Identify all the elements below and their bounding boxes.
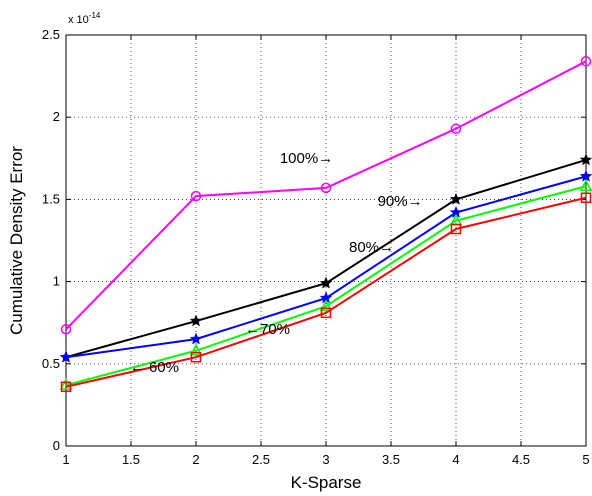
series-4 xyxy=(59,179,592,390)
data-point xyxy=(60,324,72,335)
x-tick-label: 2 xyxy=(192,452,199,467)
data-point xyxy=(579,179,592,191)
series-line xyxy=(65,185,587,387)
x-tick-label: 5 xyxy=(582,452,589,467)
y-tick-label: 1 xyxy=(53,274,60,289)
data-point xyxy=(580,192,592,204)
y-tick-label: 0 xyxy=(53,438,60,453)
series-3 xyxy=(59,169,592,363)
data-point xyxy=(319,276,333,289)
data-point xyxy=(60,381,72,393)
data-point xyxy=(580,56,592,67)
x-tick-label: 4.5 xyxy=(512,452,530,467)
data-point xyxy=(450,123,462,134)
line-annotation: 100%→ xyxy=(280,150,333,167)
y-tick-label: 1.5 xyxy=(42,191,60,206)
series-line xyxy=(65,60,587,330)
data-point xyxy=(579,153,592,166)
data-point xyxy=(449,192,463,205)
data-point xyxy=(579,169,592,182)
data-point xyxy=(450,223,462,235)
data-point xyxy=(320,307,332,319)
data-point xyxy=(190,190,202,202)
x-tick-label: 3.5 xyxy=(382,452,400,467)
y-tick-label: 2 xyxy=(53,109,60,124)
series-5 xyxy=(60,192,592,393)
line-annotation: 90%→ xyxy=(378,193,423,210)
data-point xyxy=(320,182,332,194)
data-point xyxy=(189,314,203,327)
annotations: 100%→ 90%→ 80%→ ←70% ← 60% xyxy=(130,150,423,376)
y-tick-label: 2.5 xyxy=(42,27,60,42)
x-tick-label: 1 xyxy=(62,452,69,467)
x-tick-label: 1.5 xyxy=(122,452,140,467)
data-point xyxy=(190,351,202,363)
data-point xyxy=(189,343,203,356)
data-point xyxy=(319,299,333,312)
series-line xyxy=(65,196,587,388)
y-axis-label: Cumulative Density Error xyxy=(7,146,26,335)
axis-ticks: 1 1.5 2 2.5 3 3.5 4 4.5 5 0 0.5 1 1.5 2 2.5 xyxy=(42,27,590,467)
plot-area xyxy=(65,34,587,447)
x-axis-label: K-Sparse xyxy=(291,473,362,492)
grid xyxy=(66,35,586,446)
y-axis-exponent: x 10-14 xyxy=(68,11,101,26)
line-annotation: 80%→ xyxy=(349,239,394,256)
x-tick-label: 3 xyxy=(322,452,329,467)
data-point xyxy=(59,378,73,390)
x-tick-label: 4 xyxy=(452,452,459,467)
line-annotation: ← 60% xyxy=(130,359,179,376)
line-annotation: ←70% xyxy=(245,321,290,338)
series-group xyxy=(59,56,592,393)
data-point xyxy=(59,350,73,363)
series-1 xyxy=(60,56,592,335)
x-tick-label: 2.5 xyxy=(252,452,270,467)
y-tick-label: 0.5 xyxy=(42,356,60,371)
data-point xyxy=(189,332,203,345)
